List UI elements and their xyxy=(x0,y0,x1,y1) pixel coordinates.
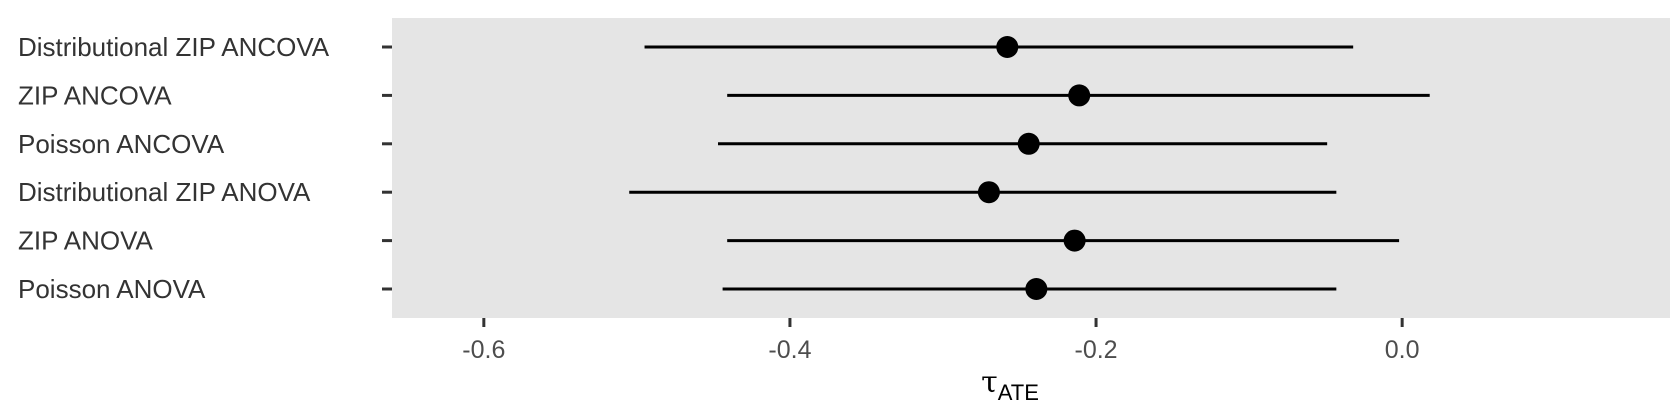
forest-row: Distributional ZIP ANCOVA xyxy=(18,32,1354,62)
forest-row: Distributional ZIP ANOVA xyxy=(18,177,1337,207)
x-axis-title: τATE xyxy=(981,365,1039,405)
rows-layer: Distributional ZIP ANCOVA ZIP ANCOVA Poiss… xyxy=(18,32,1430,304)
point-estimate xyxy=(996,36,1019,58)
point-estimate xyxy=(1025,278,1048,300)
point-estimate xyxy=(1068,84,1091,107)
forest-row: Poisson ANOVA xyxy=(18,274,1337,304)
x-axis: -0.6 -0.4 -0.2 0.0 xyxy=(462,318,1420,364)
category-label: Poisson ANCOVA xyxy=(18,129,225,159)
point-estimate xyxy=(1063,229,1086,252)
x-tick-label: -0.2 xyxy=(1075,336,1118,364)
forest-row: ZIP ANCOVA xyxy=(18,80,1430,110)
category-label: ZIP ANOVA xyxy=(18,226,154,256)
category-label: ZIP ANCOVA xyxy=(18,80,172,110)
forest-row: Poisson ANCOVA xyxy=(18,129,1328,159)
category-label: Distributional ZIP ANOVA xyxy=(18,177,311,207)
category-label: Distributional ZIP ANCOVA xyxy=(18,32,330,62)
point-estimate xyxy=(1017,132,1040,155)
x-tick-label: 0.0 xyxy=(1385,336,1420,364)
x-axis-title-symbol: τ xyxy=(981,365,998,400)
forest-row: ZIP ANOVA xyxy=(18,226,1400,256)
category-label: Poisson ANOVA xyxy=(18,274,206,304)
point-estimate xyxy=(977,181,1000,204)
plot-panel xyxy=(392,18,1670,318)
x-tick-label: -0.4 xyxy=(768,336,811,364)
x-axis-title-subscript: ATE xyxy=(998,380,1039,405)
x-tick-label: -0.6 xyxy=(462,336,505,364)
